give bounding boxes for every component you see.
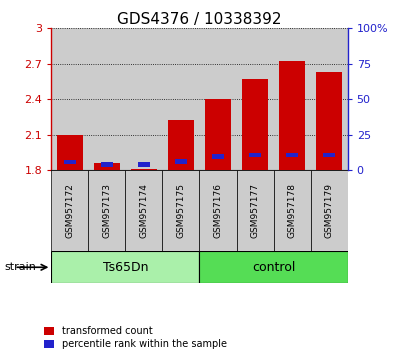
Bar xyxy=(286,153,298,158)
Text: GSM957173: GSM957173 xyxy=(102,183,111,238)
Bar xyxy=(162,170,199,251)
Bar xyxy=(237,28,274,170)
Bar xyxy=(57,135,83,170)
Bar xyxy=(175,159,187,164)
Legend: transformed count, percentile rank within the sample: transformed count, percentile rank withi… xyxy=(44,326,227,349)
Bar xyxy=(64,160,76,165)
Text: GSM957179: GSM957179 xyxy=(325,183,334,238)
Text: GSM957177: GSM957177 xyxy=(250,183,260,238)
Bar xyxy=(212,154,224,159)
Bar xyxy=(126,170,162,251)
Bar xyxy=(323,153,335,158)
Bar xyxy=(205,99,231,170)
Bar xyxy=(310,28,348,170)
Text: GSM957172: GSM957172 xyxy=(65,183,74,238)
Text: control: control xyxy=(252,261,295,274)
Text: GSM957178: GSM957178 xyxy=(288,183,297,238)
Bar xyxy=(88,170,126,251)
Bar xyxy=(162,28,199,170)
Text: GSM957174: GSM957174 xyxy=(139,183,149,238)
Text: Ts65Dn: Ts65Dn xyxy=(103,261,148,274)
Bar xyxy=(249,153,261,158)
Bar xyxy=(94,164,120,170)
Bar xyxy=(310,170,348,251)
Bar xyxy=(199,170,237,251)
Bar xyxy=(51,251,199,283)
Text: GSM957176: GSM957176 xyxy=(213,183,222,238)
Bar xyxy=(199,251,348,283)
Text: strain: strain xyxy=(4,262,36,272)
Text: GSM957175: GSM957175 xyxy=(177,183,186,238)
Bar xyxy=(138,162,150,167)
Bar xyxy=(274,28,310,170)
Bar xyxy=(242,79,268,170)
Bar xyxy=(88,28,126,170)
Bar xyxy=(316,72,342,170)
Title: GDS4376 / 10338392: GDS4376 / 10338392 xyxy=(117,12,282,27)
Bar xyxy=(51,28,88,170)
Bar xyxy=(168,120,194,170)
Bar xyxy=(279,61,305,170)
Bar xyxy=(126,28,162,170)
Bar xyxy=(101,162,113,167)
Bar xyxy=(51,170,88,251)
Bar xyxy=(131,169,157,170)
Bar xyxy=(199,28,237,170)
Bar xyxy=(237,170,274,251)
Bar xyxy=(274,170,310,251)
